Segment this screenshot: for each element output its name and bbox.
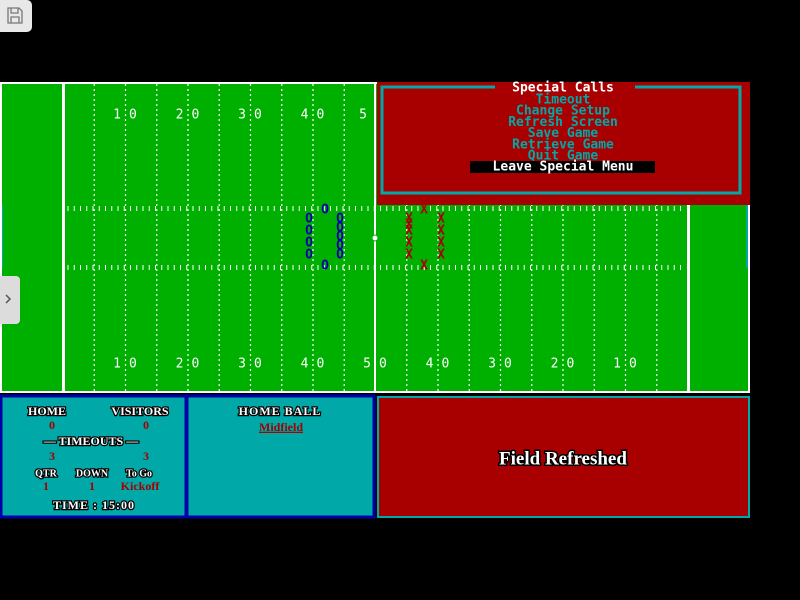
menu-item[interactable]: Quit Game <box>528 149 599 164</box>
message-panel <box>377 396 750 518</box>
game-clock: TIME : 15:00 <box>53 498 135 512</box>
home-player: O <box>336 239 344 254</box>
menu-item[interactable]: Refresh Screen <box>508 115 618 130</box>
menu-title-gap <box>495 82 635 94</box>
home-score: 0 <box>49 418 55 432</box>
goal-line <box>62 83 65 392</box>
menu-title: Special Calls <box>512 81 614 96</box>
visitor-player: X <box>420 203 428 218</box>
visitor-player: X <box>405 248 413 263</box>
menu-item[interactable]: Retrieve Game <box>512 137 614 152</box>
status-message: Field Refreshed <box>499 448 627 469</box>
possession-label: HOME BALL <box>239 404 322 418</box>
visitor-player: X <box>405 236 413 251</box>
score-panel <box>0 394 188 519</box>
qtr-label: QTR <box>35 468 57 479</box>
yard-number: 10 <box>113 357 145 372</box>
home-player: O <box>305 236 313 251</box>
yard-number: 20 <box>176 357 208 372</box>
menu-item[interactable]: Change Setup <box>516 104 610 119</box>
to-go: Kickoff <box>121 479 161 493</box>
yard-number: 20 <box>551 357 583 372</box>
menu-item[interactable]: Timeout <box>536 93 591 108</box>
visitor-player: X <box>420 259 428 274</box>
home-player: O <box>336 230 344 245</box>
yard-number: 40 <box>301 357 333 372</box>
possession-panel <box>185 394 376 519</box>
visitor-player: X <box>437 224 445 239</box>
yard-number: 30 <box>488 357 520 372</box>
menu-item[interactable]: Save Game <box>528 126 599 141</box>
visitor-player: X <box>405 224 413 239</box>
menu-item[interactable]: Leave Special Menu <box>493 160 634 175</box>
yard-number: 50 <box>363 357 395 372</box>
home-timeouts: 3 <box>49 449 55 463</box>
yard-number: 10 <box>613 357 645 372</box>
qtr: 1 <box>43 479 49 493</box>
visitors-label: VISITORS <box>111 404 168 418</box>
yard-number: 30 <box>238 357 270 372</box>
home-player: O <box>305 224 313 239</box>
down-label: DOWN <box>76 468 109 479</box>
home-label: HOME <box>28 404 66 418</box>
yard-number: 30 <box>238 108 270 123</box>
home-player: O <box>305 212 313 227</box>
home-player: O <box>336 212 344 227</box>
visitors-timeouts: 3 <box>143 449 149 463</box>
yard-number: 10 <box>113 108 145 123</box>
home-player: O <box>305 248 313 263</box>
save-button[interactable] <box>0 0 32 32</box>
chevron-icon <box>5 294 12 304</box>
home-player: O <box>321 203 329 218</box>
visitor-player: X <box>437 212 445 227</box>
down: 1 <box>89 479 95 493</box>
visitor-player: X <box>405 212 413 227</box>
visitor-player: X <box>405 218 413 233</box>
save-icon <box>7 7 23 24</box>
yard-number: 5 <box>359 108 375 123</box>
visitor-player: X <box>437 236 445 251</box>
visitors-score: 0 <box>143 418 149 432</box>
menu-highlight <box>470 161 655 173</box>
menu-panel <box>377 82 750 205</box>
ball-spot: Midfield <box>259 420 303 434</box>
yard-number: 20 <box>176 108 208 123</box>
home-player: O <box>336 248 344 263</box>
visitor-player: X <box>437 248 445 263</box>
yard-number: 40 <box>301 108 333 123</box>
yard-number: 40 <box>426 357 458 372</box>
goal-line <box>687 83 690 392</box>
to-go-label: To Go <box>126 468 152 479</box>
timeouts-label: — TIMEOUTS — <box>43 434 139 448</box>
home-player: O <box>321 259 329 274</box>
home-player: O <box>336 221 344 236</box>
ball <box>371 234 379 242</box>
